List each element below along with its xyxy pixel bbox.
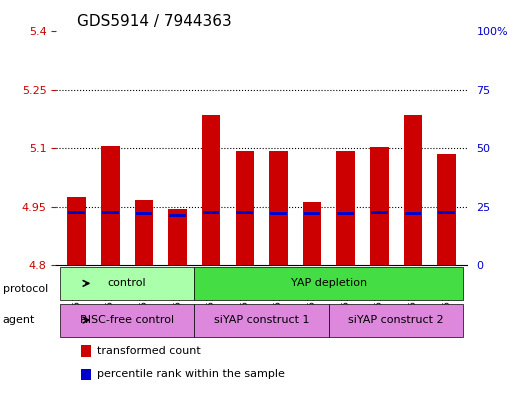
Text: percentile rank within the sample: percentile rank within the sample	[97, 369, 285, 379]
Bar	[101, 146, 120, 265]
Bar	[169, 214, 186, 217]
Bar	[203, 211, 220, 214]
FancyBboxPatch shape	[194, 267, 463, 300]
Bar	[438, 211, 455, 214]
FancyBboxPatch shape	[60, 303, 194, 336]
Bar	[68, 211, 85, 214]
FancyBboxPatch shape	[329, 303, 463, 336]
Bar	[303, 202, 321, 265]
Bar	[304, 212, 321, 215]
Bar	[102, 211, 119, 214]
Bar	[236, 211, 253, 214]
Bar	[338, 212, 354, 215]
Text: protocol: protocol	[3, 284, 48, 294]
Bar	[235, 151, 254, 265]
Bar	[67, 197, 86, 265]
Bar	[371, 211, 388, 214]
Text: GDS5914 / 7944363: GDS5914 / 7944363	[77, 14, 232, 29]
Bar	[438, 154, 456, 265]
Text: YAP depletion: YAP depletion	[291, 278, 367, 288]
Bar	[202, 115, 221, 265]
Bar	[270, 212, 287, 215]
FancyBboxPatch shape	[60, 267, 194, 300]
Bar	[269, 151, 288, 265]
Text: control: control	[108, 278, 146, 288]
Text: agent: agent	[3, 315, 35, 325]
Bar	[370, 147, 389, 265]
Bar	[135, 212, 152, 215]
Bar	[81, 345, 91, 357]
Bar	[337, 151, 355, 265]
Bar	[405, 212, 421, 215]
Bar	[404, 115, 422, 265]
Text: siYAP construct 1: siYAP construct 1	[214, 315, 309, 325]
Text: transformed count: transformed count	[97, 346, 201, 356]
Bar	[168, 209, 187, 265]
FancyBboxPatch shape	[194, 303, 329, 336]
Text: RISC-free control: RISC-free control	[80, 315, 174, 325]
Bar	[134, 200, 153, 265]
Text: siYAP construct 2: siYAP construct 2	[348, 315, 444, 325]
Bar	[81, 369, 91, 380]
